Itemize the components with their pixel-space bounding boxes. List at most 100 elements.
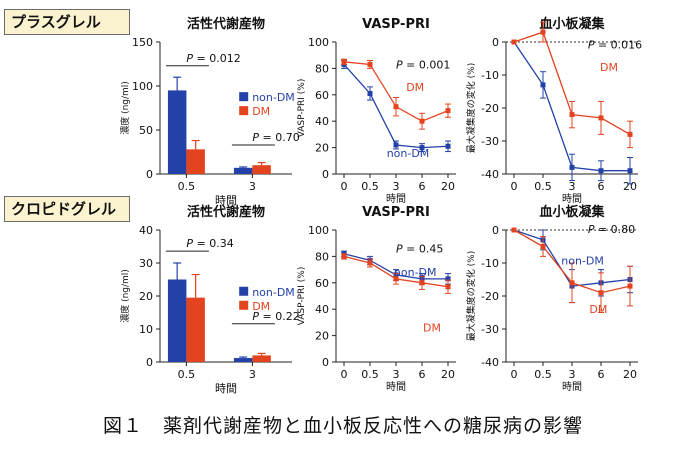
prasugrel-vasp-x-tick-label: 3 [393, 180, 400, 193]
prasugrel-vasp-data-point [393, 142, 399, 148]
clopidogrel-metabolite-bar [167, 279, 187, 362]
prasugrel-metabolite-y-tick-label: 150 [132, 36, 153, 49]
clopidogrel-aggregation-x-tick-label: 3 [569, 368, 576, 381]
prasugrel-metabolite-y-tick-label: 0 [146, 168, 153, 181]
prasugrel-aggregation-y-tick-label: -30 [481, 135, 499, 148]
prasugrel-vasp-data-point [393, 104, 399, 110]
clopidogrel-aggregation-p-value: P = 0.80 [588, 223, 635, 236]
clopidogrel-vasp-y-tick-label: 80 [315, 250, 329, 263]
clopidogrel-vasp-data-point [367, 260, 373, 266]
clopidogrel-vasp-x-tick-label: 6 [419, 368, 426, 381]
clopidogrel-vasp-x-tick-label: 0.5 [361, 368, 379, 381]
clopidogrel-aggregation-x-tick-label: 0.5 [534, 368, 552, 381]
clopidogrel-aggregation-data-point [569, 280, 575, 286]
prasugrel-metabolite-bar [186, 149, 205, 174]
prasugrel-vasp-series-label: non-DM [387, 147, 430, 160]
prasugrel-metabolite-bar [252, 165, 271, 174]
prasugrel-aggregation-data-point [569, 164, 575, 170]
clopidogrel-aggregation-y-tick-label: -30 [481, 323, 499, 336]
clopidogrel-vasp-data-point [341, 253, 347, 259]
clopidogrel-vasp-y-label: VASP-PRI (%) [297, 267, 307, 326]
prasugrel-vasp-y-tick-label: 20 [315, 142, 329, 155]
prasugrel-vasp-data-point [419, 145, 425, 151]
clopidogrel-aggregation-series-label: non-DM [561, 254, 604, 267]
clopidogrel-vasp-y-tick-label: 100 [308, 224, 329, 237]
prasugrel-aggregation-data-point [627, 168, 633, 174]
prasugrel-aggregation-data-point [569, 112, 575, 118]
clopidogrel-aggregation-series-label: DM [589, 303, 607, 316]
clopidogrel-vasp-data-point [393, 276, 399, 282]
prasugrel-metabolite-p-value: P = 0.012 [186, 52, 240, 65]
clopidogrel-vasp-x-tick-label: 0 [341, 368, 348, 381]
clopidogrel-metabolite-bar [252, 355, 271, 362]
prasugrel-metabolite-x-label: 時間 [215, 194, 237, 207]
prasugrel-metabolite-y-tick-label: 50 [139, 124, 153, 137]
prasugrel-vasp-y-tick-label: 60 [315, 89, 329, 102]
clopidogrel-vasp-y-tick-label: 20 [315, 330, 329, 343]
prasugrel-vasp-series-label: DM [406, 81, 424, 94]
drug-label-clopidogrel: クロピドグレル [4, 196, 130, 222]
clopidogrel-vasp-series-label: non-DM [394, 266, 437, 279]
prasugrel-aggregation-y-tick-label: -40 [481, 168, 499, 181]
prasugrel-aggregation-y-tick-label: -20 [481, 102, 499, 115]
prasugrel-metabolite-y-label: 濃度 (ng/ml) [119, 81, 131, 135]
clopidogrel-metabolite-legend-label: non-DM [252, 286, 295, 299]
prasugrel-metabolite-legend-swatch [239, 106, 249, 116]
prasugrel-vasp-x-tick-label: 0.5 [361, 180, 379, 193]
clopidogrel-aggregation-x-tick-label: 20 [623, 368, 637, 381]
prasugrel-aggregation-y-tick-label: 0 [492, 36, 499, 49]
prasugrel-aggregation-data-point [627, 131, 633, 137]
prasugrel-metabolite-x-tick-label: 3 [249, 180, 256, 193]
prasugrel-aggregation-data-point [598, 168, 604, 174]
prasugrel-vasp-y-tick-label: 40 [315, 115, 329, 128]
prasugrel-aggregation-title: 血小板凝集 [539, 16, 605, 32]
clopidogrel-metabolite-x-label: 時間 [215, 382, 237, 395]
drug-label-prasugrel: プラスグレル [4, 9, 130, 35]
prasugrel-aggregation-x-tick-label: 6 [598, 180, 605, 193]
clopidogrel-vasp-x-tick-label: 3 [393, 368, 400, 381]
prasugrel-vasp-x-tick-label: 0 [341, 180, 348, 193]
prasugrel-metabolite-x-tick-label: 0.5 [178, 180, 196, 193]
clopidogrel-metabolite-p-value: P = 0.22 [252, 310, 299, 323]
clopidogrel-aggregation-title: 血小板凝集 [539, 204, 605, 220]
prasugrel-aggregation-data-point [540, 29, 546, 35]
prasugrel-aggregation-y-label: 最大凝集度の変化 (%) [465, 63, 477, 153]
clopidogrel-vasp-data-point [445, 276, 451, 282]
clopidogrel-aggregation-data-point [511, 227, 517, 233]
clopidogrel-aggregation-data-point [627, 283, 633, 289]
prasugrel-metabolite-y-tick-label: 100 [132, 80, 153, 93]
prasugrel-vasp-data-point [445, 143, 451, 149]
prasugrel-vasp-data-point [367, 90, 373, 96]
clopidogrel-metabolite-y-tick-label: 20 [139, 290, 153, 303]
clopidogrel-metabolite-y-tick-label: 10 [139, 323, 153, 336]
figure-caption: 図１ 薬剤代謝産物と血小板反応性への糖尿病の影響 [102, 415, 583, 437]
clopidogrel-vasp-x-label: 時間 [386, 381, 406, 393]
prasugrel-vasp-y-tick-label: 0 [322, 168, 329, 181]
clopidogrel-vasp-data-point [419, 280, 425, 286]
clopidogrel-metabolite-bar [233, 358, 253, 362]
prasugrel-vasp-x-tick-label: 20 [441, 180, 455, 193]
prasugrel-aggregation-x-tick-label: 20 [623, 180, 637, 193]
clopidogrel-aggregation-data-point [598, 290, 604, 296]
clopidogrel-metabolite-legend-label: DM [252, 300, 270, 313]
prasugrel-metabolite-legend-swatch [239, 92, 249, 102]
clopidogrel-vasp-y-tick-label: 40 [315, 303, 329, 316]
clopidogrel-aggregation-y-tick-label: -40 [481, 356, 499, 369]
prasugrel-vasp-x-label: 時間 [386, 193, 406, 205]
prasugrel-vasp-data-point [445, 108, 451, 114]
prasugrel-vasp-x-tick-label: 6 [419, 180, 426, 193]
clopidogrel-aggregation-y-tick-label: -10 [481, 257, 499, 270]
prasugrel-aggregation-series-label: DM [600, 61, 618, 74]
clopidogrel-vasp-y-tick-label: 0 [322, 356, 329, 369]
prasugrel-metabolite-title: 活性代謝産物 [187, 16, 265, 32]
clopidogrel-vasp-y-tick-label: 60 [315, 277, 329, 290]
prasugrel-aggregation-x-tick-label: 0 [511, 180, 518, 193]
clopidogrel-aggregation-y-tick-label: 0 [492, 224, 499, 237]
clopidogrel-metabolite-y-tick-label: 0 [146, 356, 153, 369]
clopidogrel-aggregation-x-label: 時間 [562, 381, 582, 393]
prasugrel-vasp-data-point [367, 61, 373, 67]
prasugrel-aggregation-x-tick-label: 3 [569, 180, 576, 193]
prasugrel-vasp-p-value: P = 0.001 [396, 58, 450, 71]
prasugrel-metabolite-p-value: P = 0.70 [252, 131, 299, 144]
clopidogrel-aggregation-y-label: 最大凝集度の変化 (%) [465, 251, 477, 341]
